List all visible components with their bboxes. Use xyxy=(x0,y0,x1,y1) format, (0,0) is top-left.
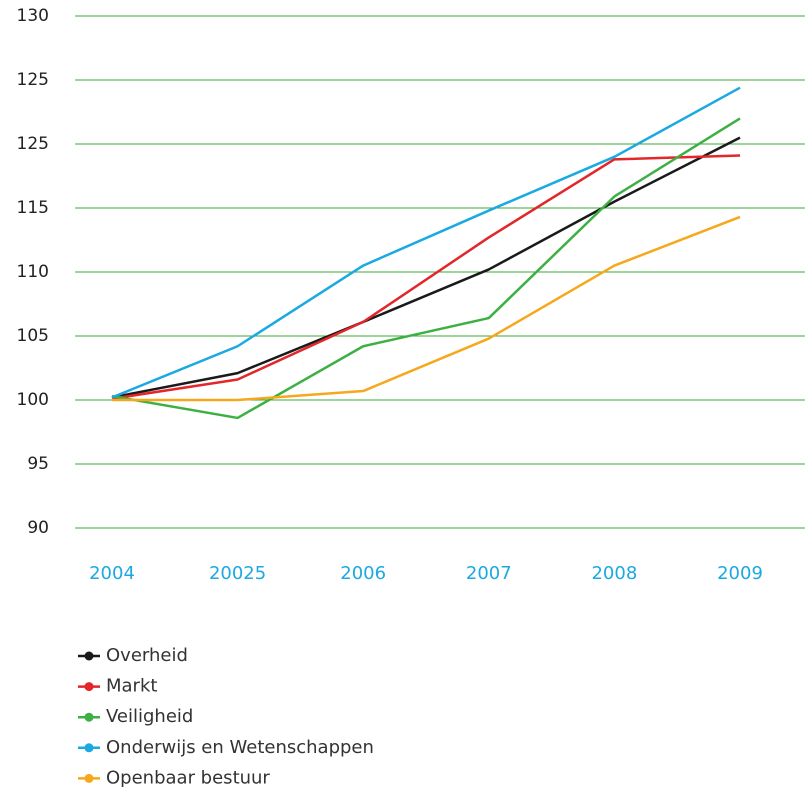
y-tick-label: 125 xyxy=(17,70,49,90)
series-line xyxy=(111,86,741,399)
legend-marker xyxy=(84,743,94,753)
x-tick-label: 2004 xyxy=(89,563,135,584)
x-tick-label: 2006 xyxy=(340,563,386,584)
series-line xyxy=(111,136,741,399)
legend-marker xyxy=(84,773,94,783)
x-tick-label: 20025 xyxy=(209,563,266,584)
series-line xyxy=(112,215,741,402)
y-tick-label: 105 xyxy=(17,326,49,346)
y-tick-label: 100 xyxy=(17,390,49,410)
y-tick-label: 130 xyxy=(17,6,49,26)
y-tick-label: 115 xyxy=(17,198,49,218)
legend-marker xyxy=(84,712,94,722)
x-tick-label: 2007 xyxy=(466,563,512,584)
y-tick-label: 90 xyxy=(27,518,49,538)
legend-label: Openbaar bestuur xyxy=(106,767,270,788)
legend-marker xyxy=(84,682,94,692)
legend-label: Markt xyxy=(106,676,157,697)
legend-label: Overheid xyxy=(106,645,188,666)
y-tick-label: 125 xyxy=(17,134,49,154)
legend-label: Onderwijs en Wetenschappen xyxy=(106,737,374,758)
x-tick-label: 2008 xyxy=(591,563,637,584)
y-tick-label: 110 xyxy=(17,262,49,282)
legend-marker xyxy=(84,651,94,661)
legend-label: Veiligheid xyxy=(106,706,193,727)
x-tick-label: 2009 xyxy=(717,563,763,584)
series-line xyxy=(111,117,741,420)
y-tick-label: 95 xyxy=(27,454,49,474)
series-line xyxy=(111,154,741,400)
